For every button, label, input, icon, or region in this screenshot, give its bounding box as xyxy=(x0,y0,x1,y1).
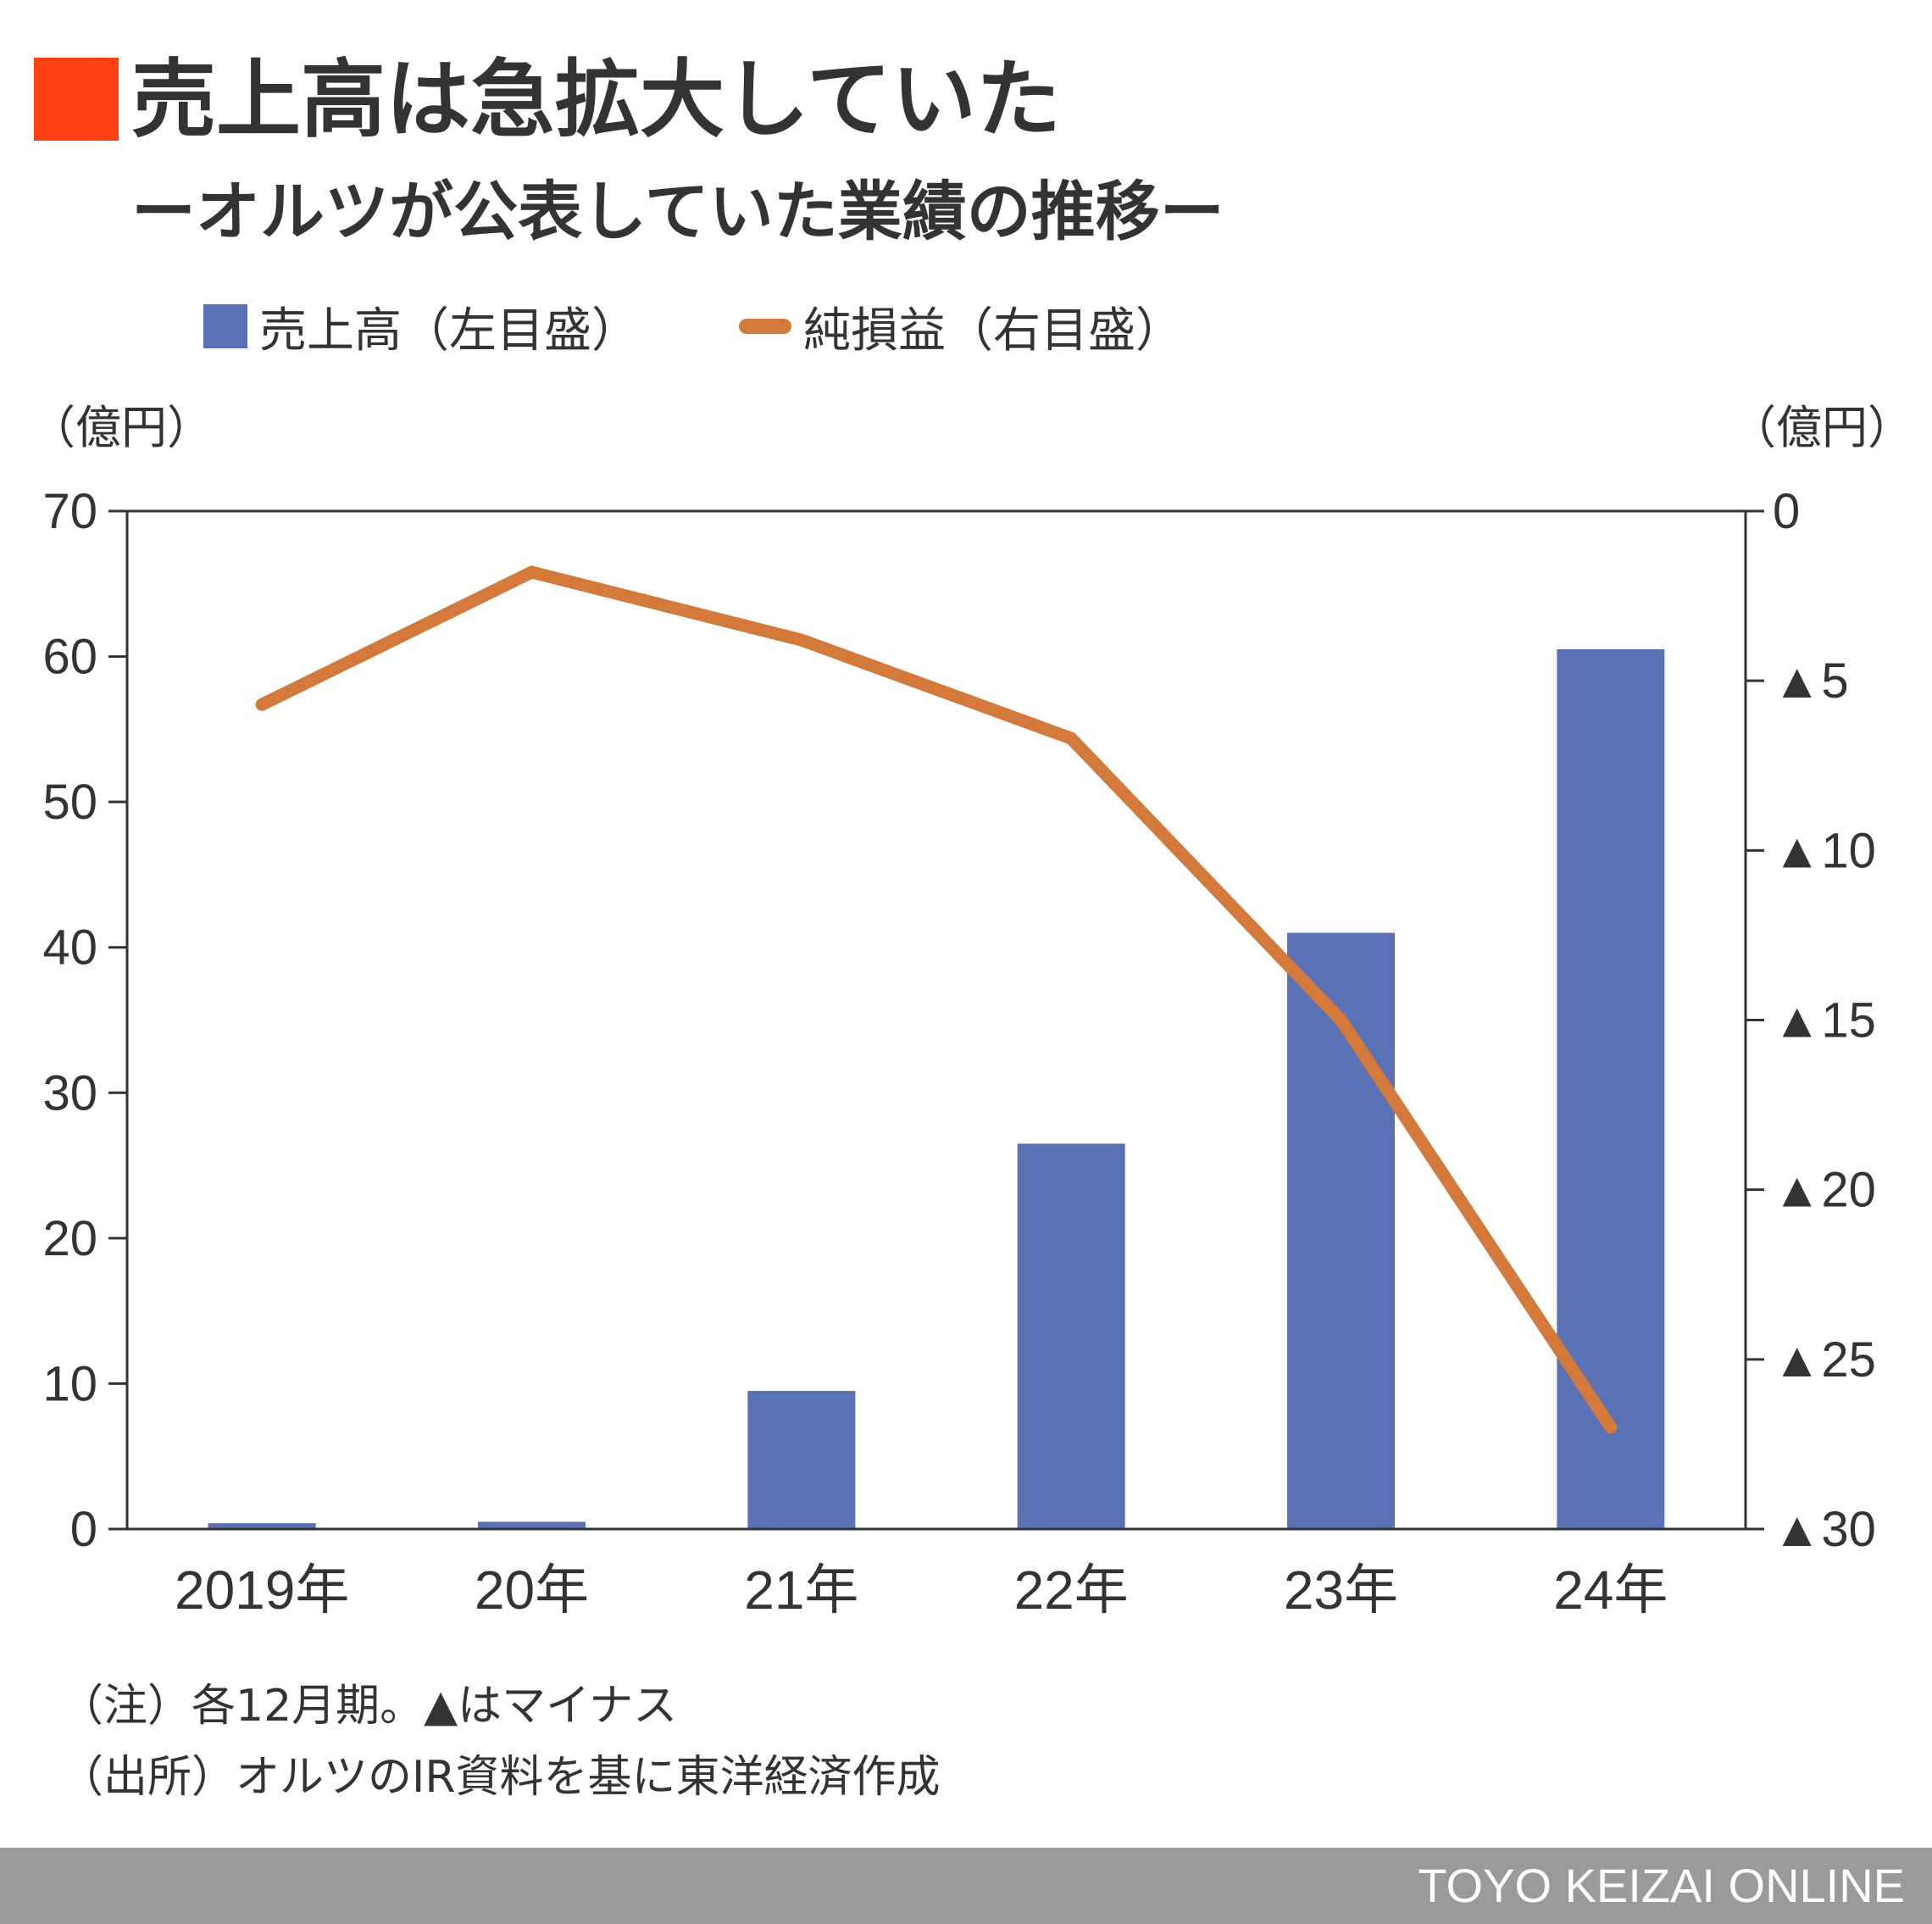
left-tick-label-0: 0 xyxy=(70,1502,97,1557)
left-tick-label-1: 10 xyxy=(42,1356,97,1411)
net-income-line xyxy=(255,565,1618,1434)
left-tick-label-3: 30 xyxy=(42,1065,97,1120)
x-tick-label-5: 24年 xyxy=(1553,1560,1668,1621)
x-tick-label-3: 22年 xyxy=(1014,1560,1129,1621)
right-tick-label-4: ▲20 xyxy=(1773,1163,1876,1218)
note-source: （出所）オルツのIR資料を基に東洋経済作成 xyxy=(59,1752,941,1803)
note-period: （注）各12月期。▲はマイナス xyxy=(59,1681,678,1732)
bar-2 xyxy=(747,1391,856,1529)
legend-label-net-income: 純損益（右目盛） xyxy=(803,303,1183,359)
legend-line-swatch xyxy=(739,319,791,334)
combo-chart: 0 10 20 30 40 50 60 70 0 ▲5 ▲10 ▲15 ▲20 ▲25 ▲30 2019年 20… xyxy=(42,484,1875,1621)
chart-subtitle: ーオルツが公表していた業績の推移ー xyxy=(131,174,1224,249)
left-tick-label-2: 20 xyxy=(42,1211,97,1266)
left-tick-label-4: 40 xyxy=(42,920,97,976)
right-tick-label-1: ▲5 xyxy=(1773,653,1849,709)
bar-1 xyxy=(478,1521,586,1529)
bar-3 xyxy=(1017,1143,1125,1529)
bar-0 xyxy=(208,1523,316,1529)
plot-frame xyxy=(125,509,1747,1531)
bars-layer xyxy=(208,648,1665,1529)
legend-item-net-income: 純損益（右目盛） xyxy=(739,292,1183,360)
left-axis-unit: （億円） xyxy=(30,401,213,454)
right-tick-label-0: 0 xyxy=(1773,484,1800,539)
legend-label-sales: 売上高（左目盛） xyxy=(259,303,639,359)
x-tick-label-2: 21年 xyxy=(744,1560,858,1621)
left-tick-label-5: 50 xyxy=(42,775,97,830)
right-tick-label-5: ▲25 xyxy=(1773,1332,1876,1387)
title-marker xyxy=(34,58,119,141)
right-tick-label-6: ▲30 xyxy=(1773,1502,1876,1557)
left-tick-label-7: 70 xyxy=(42,484,97,539)
right-tick-label-3: ▲15 xyxy=(1773,993,1876,1048)
chart-title: 売上高は急拡大していた xyxy=(131,50,1061,149)
right-tick-label-2: ▲10 xyxy=(1773,823,1876,878)
legend-item-sales: 売上高（左目盛） xyxy=(203,292,639,360)
axes-layer: 0 10 20 30 40 50 60 70 0 ▲5 ▲10 ▲15 ▲20 ▲25 ▲30 2019年 20… xyxy=(42,484,1875,1621)
bar-4 xyxy=(1287,932,1395,1529)
left-tick-label-6: 60 xyxy=(42,630,97,685)
footer-brand: TOYO KEIZAI ONLINE xyxy=(1418,1859,1905,1912)
x-tick-label-0: 2019年 xyxy=(175,1560,349,1621)
legend-bar-swatch xyxy=(203,304,247,348)
line-layer xyxy=(255,565,1618,1434)
right-axis-unit: （億円） xyxy=(1730,401,1913,454)
x-tick-label-4: 23年 xyxy=(1284,1560,1398,1621)
bar-5 xyxy=(1557,648,1665,1529)
footer-bar: TOYO KEIZAI ONLINE xyxy=(0,1848,1932,1924)
x-tick-label-1: 20年 xyxy=(475,1560,589,1621)
